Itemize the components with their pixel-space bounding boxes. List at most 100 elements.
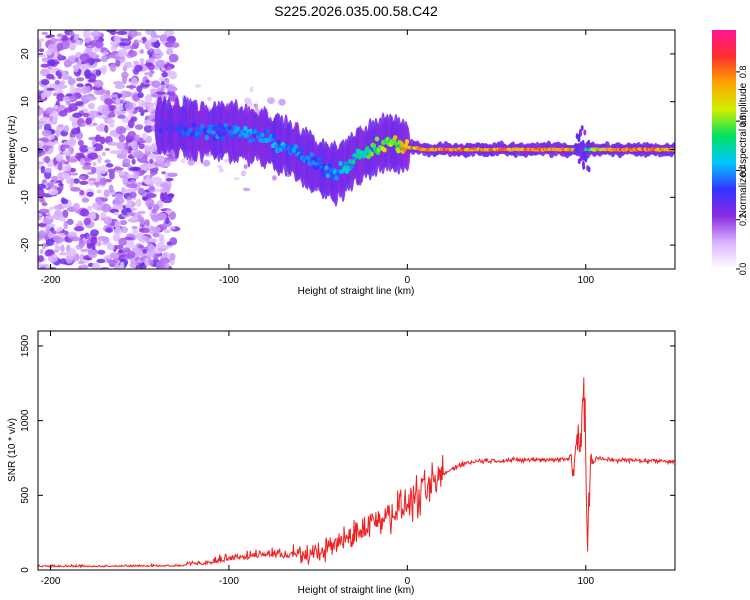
heatmap-cell xyxy=(90,30,102,38)
heatmap-cell xyxy=(143,178,152,185)
heatmap-cell xyxy=(155,261,166,269)
heatmap-cell xyxy=(113,227,122,236)
heatmap-cell xyxy=(149,37,158,43)
heatmap-cell xyxy=(138,109,149,113)
heatmap-cell xyxy=(276,139,281,145)
heatmap-cell xyxy=(582,151,586,158)
heatmap-cell xyxy=(86,191,94,197)
heatmap-cell xyxy=(54,80,61,85)
heatmap-cell xyxy=(255,103,259,111)
heatmap-cell xyxy=(160,86,165,93)
heatmap-cell xyxy=(107,244,115,251)
heatmap-cell xyxy=(103,216,113,225)
heatmap-cell xyxy=(104,124,109,134)
heatmap-cell xyxy=(181,158,186,164)
heatmap-cell xyxy=(126,183,138,189)
heatmap-cell xyxy=(162,120,168,126)
y-tick-label: 500 xyxy=(20,487,31,504)
heatmap-cell xyxy=(92,122,98,126)
heatmap-cell xyxy=(113,167,124,171)
heatmap-cell xyxy=(140,83,151,87)
x-tick-label: 0 xyxy=(405,576,411,587)
heatmap-cell xyxy=(321,173,326,179)
heatmap-cell xyxy=(113,196,125,205)
heatmap-cell xyxy=(53,204,64,210)
heatmap-cell xyxy=(71,248,77,256)
heatmap-cell xyxy=(107,141,118,146)
heatmap-cell xyxy=(131,158,136,165)
heatmap-cell xyxy=(135,106,144,111)
heatmap-cell xyxy=(293,144,298,150)
y-tick-label: 0 xyxy=(20,567,31,573)
heatmap-cell xyxy=(87,205,93,211)
heatmap-cell xyxy=(187,159,195,166)
heatmap-cell xyxy=(113,262,120,269)
heatmap-cell xyxy=(101,55,108,63)
heatmap-cell xyxy=(142,162,149,171)
y-tick-label: 1500 xyxy=(20,334,31,357)
heatmap-cell xyxy=(155,59,166,68)
heatmap-cell xyxy=(102,236,110,244)
heatmap-cell xyxy=(309,152,314,158)
heatmap-cell xyxy=(145,192,157,199)
heatmap-cell xyxy=(116,110,127,115)
colorbar-axis: 0.0 0.2 0.4 0.6 0.8 xyxy=(736,66,748,275)
heatmap-cell xyxy=(68,138,77,147)
heatmap-cell xyxy=(47,59,56,67)
heatmap-cell xyxy=(87,110,99,118)
heatmap-cell xyxy=(171,42,180,48)
heatmap-cell xyxy=(69,236,81,242)
heatmap-cell xyxy=(70,39,76,44)
heatmap-cell xyxy=(38,212,43,217)
heatmap-cell xyxy=(38,161,45,165)
heatmap-cell xyxy=(366,154,371,160)
heatmap-cell xyxy=(152,203,160,212)
heatmap-cell xyxy=(64,60,71,68)
heatmap-cell xyxy=(79,157,86,166)
heatmap-cell xyxy=(38,40,42,50)
heatmap-cell xyxy=(161,171,167,175)
heatmap-cell xyxy=(49,38,58,43)
heatmap-cell xyxy=(62,150,69,156)
heatmap-cell xyxy=(243,164,248,169)
heatmap-cell xyxy=(113,35,121,43)
heatmap-cell xyxy=(133,151,145,159)
heatmap-cell xyxy=(47,233,57,238)
heatmap-cell xyxy=(57,71,62,80)
heatmap-cell xyxy=(103,189,110,198)
heatmap-cell xyxy=(51,175,59,181)
heatmap-cell xyxy=(137,92,144,99)
heatmap-cell xyxy=(396,148,401,154)
heatmap-cell xyxy=(120,261,125,268)
heatmap-cell xyxy=(143,228,150,234)
heatmap-cell xyxy=(82,112,90,118)
heatmap-cell xyxy=(84,69,92,79)
heatmap-cell xyxy=(159,76,166,83)
heatmap-cell xyxy=(578,143,582,150)
heatmap-cell xyxy=(40,116,49,121)
heatmap-cell xyxy=(145,198,155,208)
heatmap-cell xyxy=(133,60,140,66)
heatmap-cell xyxy=(85,117,93,125)
x-tick-label: 100 xyxy=(577,275,594,286)
heatmap-cell xyxy=(113,211,120,216)
x-tick-label: 0 xyxy=(405,275,411,286)
heatmap-cell xyxy=(97,249,106,255)
heatmap-cell xyxy=(165,209,173,214)
x-tick-label: -100 xyxy=(219,576,239,587)
heatmap-cell xyxy=(54,209,63,217)
heatmap-cell xyxy=(153,34,162,39)
heatmap-cell xyxy=(101,51,110,56)
heatmap-cell xyxy=(138,99,146,108)
snr-panel: -200 -100 0 100 0 500 1000 1500 Height of stra… xyxy=(7,330,676,596)
heatmap-cell xyxy=(69,95,76,101)
heatmap-cell xyxy=(137,235,149,243)
heatmap-cell xyxy=(99,136,106,145)
heatmap-cell xyxy=(313,156,319,162)
heatmap-cell xyxy=(221,131,227,137)
heatmap-cell xyxy=(163,30,175,37)
heatmap-cell xyxy=(164,262,170,269)
heatmap-cell xyxy=(150,173,155,177)
heatmap-cell xyxy=(127,50,138,58)
